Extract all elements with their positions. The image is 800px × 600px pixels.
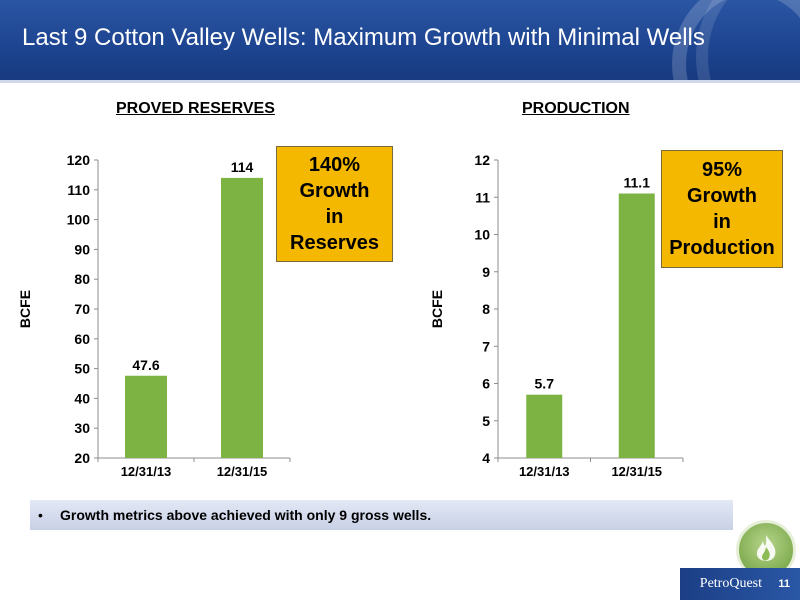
y-axis-label: BCFE	[429, 290, 445, 328]
y-tick-label: 11	[475, 189, 490, 205]
y-tick-label: 6	[482, 376, 490, 392]
production-chart-title: PRODUCTION	[522, 100, 630, 117]
callout-line: in	[713, 211, 731, 233]
y-tick-label: 7	[482, 338, 490, 354]
y-tick-label: 60	[74, 331, 90, 347]
callout-line: Production	[669, 237, 775, 259]
y-tick-label: 70	[74, 301, 90, 317]
y-tick-label: 100	[67, 212, 91, 228]
data-label: 5.7	[535, 376, 555, 392]
y-tick-label: 80	[74, 271, 90, 287]
y-tick-label: 10	[474, 227, 490, 243]
y-tick-label: 50	[74, 361, 90, 377]
bar	[526, 394, 563, 458]
slide-title: Last 9 Cotton Valley Wells: Maximum Grow…	[22, 24, 705, 51]
reserves-growth-callout: 140% Growth in Reserves	[276, 146, 393, 262]
note-bar: • Growth metrics above achieved with onl…	[30, 500, 733, 530]
y-tick-label: 90	[74, 241, 90, 257]
y-tick-label: 40	[74, 390, 90, 406]
footer-band	[680, 568, 800, 600]
y-tick-label: 30	[74, 420, 90, 436]
y-tick-label: 8	[482, 301, 490, 317]
brand-logo-text: PetroQuest	[699, 576, 762, 591]
title-banner: Last 9 Cotton Valley Wells: Maximum Grow…	[0, 0, 800, 80]
bar	[125, 375, 167, 458]
bar	[221, 177, 263, 458]
y-tick-label: 110	[67, 182, 90, 198]
callout-line: Reserves	[290, 232, 379, 254]
callout-line: Growth	[299, 180, 370, 202]
production-growth-callout: 95% Growth in Production	[661, 150, 783, 268]
callout-line: 95%	[701, 159, 743, 181]
bar	[618, 193, 655, 458]
callout-line: in	[325, 206, 344, 228]
y-tick-label: 9	[482, 264, 490, 280]
header-divider	[0, 80, 800, 83]
y-tick-label: 120	[67, 152, 91, 168]
data-label: 47.6	[132, 357, 159, 373]
reserves-chart-title: PROVED RESERVES	[116, 100, 275, 117]
callout-line: 140%	[308, 154, 361, 176]
page-number: 11	[778, 578, 790, 590]
flame-icon	[756, 535, 776, 561]
data-label: 11.1	[624, 175, 651, 191]
x-tick-label: 12/31/15	[217, 464, 268, 479]
y-axis-label: BCFE	[17, 290, 33, 328]
bullet-icon: •	[38, 507, 43, 523]
x-tick-label: 12/31/13	[121, 464, 172, 479]
y-tick-label: 12	[474, 152, 490, 168]
callout-line: Growth	[687, 185, 757, 207]
x-tick-label: 12/31/15	[611, 464, 662, 479]
y-tick-label: 4	[482, 450, 490, 466]
y-tick-label: 5	[482, 413, 490, 429]
y-tick-label: 20	[74, 450, 90, 466]
note-text: Growth metrics above achieved with only …	[60, 507, 432, 523]
footer: PetroQuest 11	[0, 568, 800, 600]
x-tick-label: 12/31/13	[519, 464, 570, 479]
data-label: 114	[231, 159, 254, 175]
